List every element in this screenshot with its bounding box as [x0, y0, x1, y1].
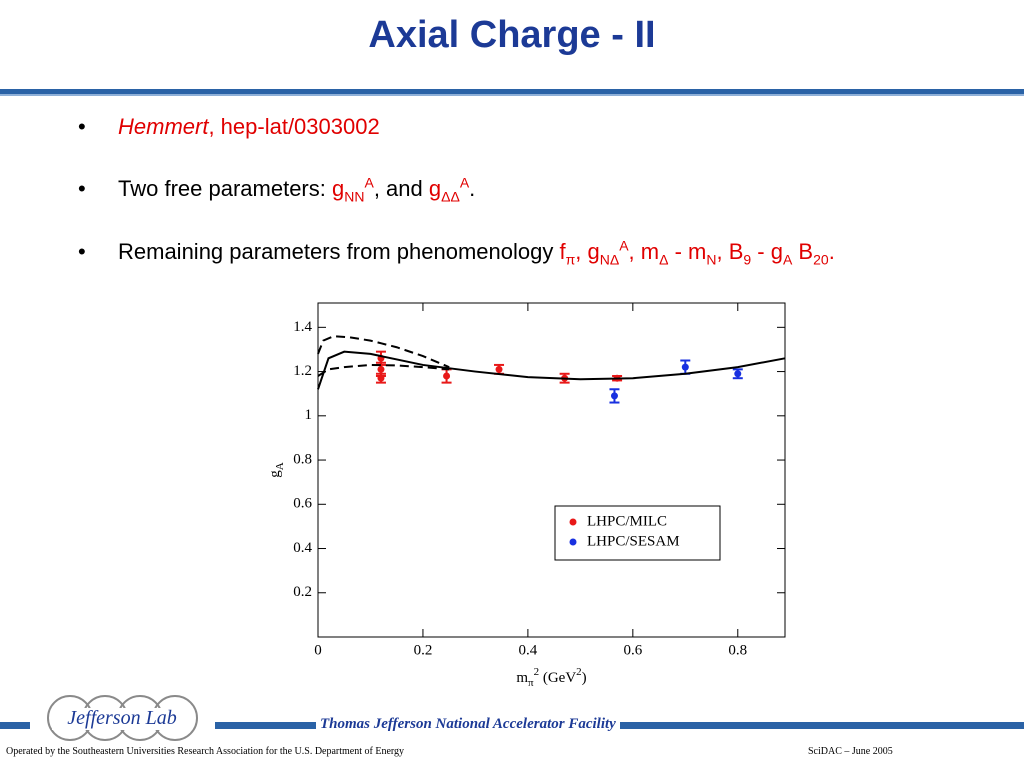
y-tick-label: 1	[305, 407, 313, 423]
title-rule	[0, 89, 1024, 96]
plot-frame	[317, 302, 786, 638]
bullet-text: f	[559, 239, 566, 264]
y-tick-label: 1.4	[293, 319, 312, 335]
x-tick-label: 0.2	[414, 642, 433, 658]
bullet-text: NN	[344, 188, 365, 205]
bullet-text: B	[792, 239, 814, 264]
x-axis-label-part: 2	[534, 666, 540, 678]
bullet-text: Hemmert	[118, 114, 209, 139]
bullet-text: , m	[628, 239, 660, 264]
bullet-text: Δ	[659, 251, 669, 268]
bullet-text: 9	[743, 251, 752, 268]
slide-title: Axial Charge - II	[368, 14, 656, 56]
x-axis-label-part: (GeV	[539, 670, 576, 686]
bullet-text: ΔΔ	[441, 188, 460, 205]
bullet-text: g	[428, 176, 442, 201]
curve	[317, 350, 786, 390]
y-tick-label: 1.2	[293, 363, 312, 379]
bullet: Remaining parameters from phenomenology …	[78, 233, 968, 271]
data-point	[734, 370, 742, 378]
x-axis-label-part: m	[516, 670, 528, 686]
bullet-text: N	[706, 251, 717, 268]
bullet: Hemmert, hep-lat/0303002	[78, 108, 968, 146]
bullet-text: , hep-lat/0303002	[208, 114, 380, 139]
legend-swatch	[569, 518, 577, 526]
bullet-text: , B	[716, 239, 744, 264]
x-tick-label: 0.4	[519, 642, 538, 658]
x-axis-label-part: π	[528, 677, 534, 689]
bullet-text: A	[782, 251, 793, 268]
y-tick-label: 0.8	[293, 451, 312, 467]
data-point	[681, 363, 689, 371]
legend-label: LHPC/MILC	[587, 513, 667, 529]
bullet-text: A	[364, 174, 374, 191]
x-tick-label: 0.8	[728, 642, 747, 658]
facility-name: Thomas Jefferson National Accelerator Fa…	[316, 716, 620, 733]
x-axis-label-part: )	[582, 670, 587, 686]
footer-bar	[0, 722, 30, 729]
y-axis-label: gA	[267, 462, 285, 478]
bullet-text: .	[469, 176, 476, 201]
bullet-text: π	[565, 251, 576, 268]
curve	[317, 335, 450, 369]
legend-swatch	[569, 538, 577, 546]
logo-text: Jefferson Lab	[67, 707, 176, 729]
data-point	[495, 365, 503, 373]
bullet-text: Remaining parameters from phenomenology	[118, 239, 560, 264]
x-tick-label: 0.6	[623, 642, 642, 658]
data-point	[377, 374, 385, 382]
y-tick-label: 0.2	[293, 584, 312, 600]
bullet: Two free parameters: gNNA, and gΔΔA.	[78, 170, 968, 208]
bullet-text: , and	[373, 176, 429, 201]
x-tick-label: 0	[314, 642, 322, 658]
logo: Jefferson Lab	[47, 695, 198, 741]
bullet-text: - m	[668, 239, 707, 264]
bullet-text: , g	[575, 239, 600, 264]
data-point	[377, 365, 385, 373]
bullet-text: 20	[813, 251, 829, 268]
legend-label: LHPC/SESAM	[587, 533, 680, 549]
bullet-text: - g	[751, 239, 783, 264]
bullet-text: A	[459, 174, 470, 191]
data-point	[610, 392, 618, 400]
x-axis-label-part: 2	[576, 666, 582, 678]
data-point	[443, 372, 451, 380]
operator-note: Operated by the Southeastern Universitie…	[6, 746, 405, 757]
bullet-text: NΔ	[599, 251, 620, 268]
y-axis-label-part: g	[267, 470, 283, 478]
legend-box	[554, 505, 721, 561]
x-axis-label: mπ2 (GeV2)	[516, 666, 586, 689]
y-tick-label: 0.6	[293, 496, 312, 512]
event-note: SciDAC – June 2005	[808, 746, 893, 757]
y-tick-label: 0.4	[293, 540, 312, 556]
y-axis-label-part: A	[274, 462, 286, 470]
bullet-text: g	[331, 176, 345, 201]
bullet-text: .	[828, 239, 835, 264]
bullet-text: Two free parameters:	[118, 176, 332, 201]
bullet-text: A	[619, 237, 629, 254]
